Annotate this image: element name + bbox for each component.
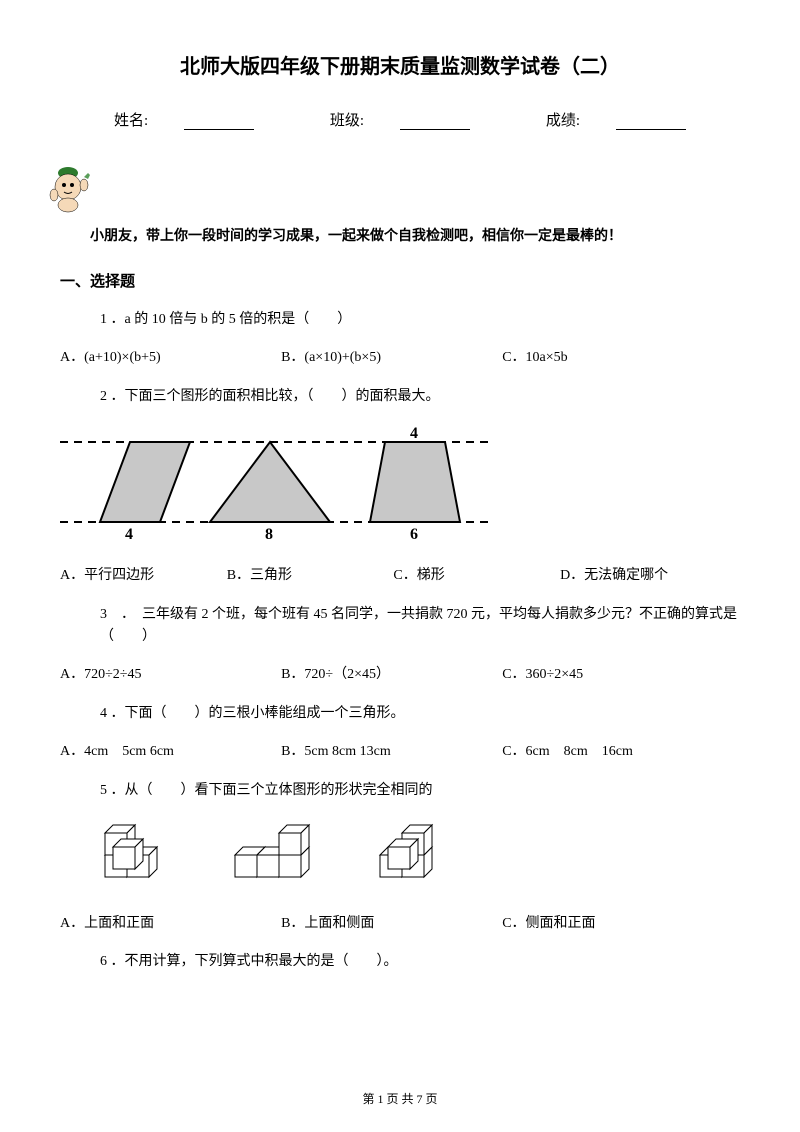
cube-group-3: [380, 825, 432, 877]
mascot-icon: [40, 155, 100, 215]
q4-option-c: C．6cm 8cm 16cm: [502, 741, 720, 763]
question-3: 3 ． 三年级有 2 个班，每个班有 45 名同学，一共捐款 720 元，平均每…: [100, 604, 740, 649]
q3-option-c: C．360÷2×45: [502, 664, 720, 686]
score-blank: [616, 116, 686, 130]
name-blank: [184, 116, 254, 130]
question-5-options: A．上面和正面 B．上面和侧面 C．侧面和正面: [60, 913, 740, 935]
question-2-options: A．平行四边形 B．三角形 C．梯形 D．无法确定哪个: [60, 565, 740, 587]
section-1-header: 一、选择题: [60, 270, 740, 291]
q2-option-b: B．三角形: [227, 565, 390, 587]
question-4-options: A．4cm 5cm 6cm B．5cm 8cm 13cm C．6cm 8cm 1…: [60, 741, 740, 763]
score-label: 成绩:: [546, 113, 580, 129]
q5-option-a: A．上面和正面: [60, 913, 278, 935]
q4-option-a: A．4cm 5cm 6cm: [60, 741, 278, 763]
class-blank: [400, 116, 470, 130]
question-4: 4 ．下面（ ）的三根小棒能组成一个三角形。: [100, 703, 740, 725]
question-2-figure: 4 8 6 4: [60, 424, 740, 549]
question-6: 6 ．不用计算，下列算式中积最大的是（ ）。: [100, 951, 740, 973]
q1-option-a: A．(a+10)×(b+5): [60, 347, 278, 369]
q5-option-b: B．上面和侧面: [281, 913, 499, 935]
question-1-options: A．(a+10)×(b+5) B．(a×10)+(b×5) C．10a×5b: [60, 347, 740, 369]
cube-group-2: [235, 825, 309, 877]
q2-option-d: D．无法确定哪个: [560, 565, 723, 587]
q4-option-b: B．5cm 8cm 13cm: [281, 741, 499, 763]
fig-label-4b: 4: [410, 425, 418, 442]
q1-option-b: B．(a×10)+(b×5): [281, 347, 499, 369]
question-1: 1 ．a 的 10 倍与 b 的 5 倍的积是（ ）: [100, 309, 740, 331]
q1-option-c: C．10a×5b: [502, 347, 720, 369]
question-3-options: A．720÷2÷45 B．720÷（2×45） C．360÷2×45: [60, 664, 740, 686]
cube-group-1: [105, 825, 157, 877]
q3-option-b: B．720÷（2×45）: [281, 664, 499, 686]
name-label: 姓名:: [114, 113, 148, 129]
q2-option-a: A．平行四边形: [60, 565, 223, 587]
page-footer: 第 1 页 共 7 页: [0, 1090, 800, 1107]
question-2: 2 ．下面三个图形的面积相比较，（ ）的面积最大。: [100, 386, 740, 408]
q5-option-c: C．侧面和正面: [502, 913, 720, 935]
q3-option-a: A．720÷2÷45: [60, 664, 278, 686]
encourage-text: 小朋友，带上你一段时间的学习成果，一起来做个自我检测吧，相信你一定是最棒的！: [90, 225, 740, 245]
page-title: 北师大版四年级下册期末质量监测数学试卷（二）: [60, 50, 740, 79]
question-5: 5 ．从（ ）看下面三个立体图形的形状完全相同的: [100, 780, 740, 802]
question-5-figure: [100, 820, 740, 895]
q2-option-c: C．梯形: [393, 565, 556, 587]
fig-label-4a: 4: [125, 526, 133, 543]
class-label: 班级:: [330, 113, 364, 129]
fig-label-8: 8: [265, 526, 273, 543]
student-info-line: 姓名: 班级: 成绩:: [60, 109, 740, 130]
fig-label-6: 6: [410, 526, 418, 543]
